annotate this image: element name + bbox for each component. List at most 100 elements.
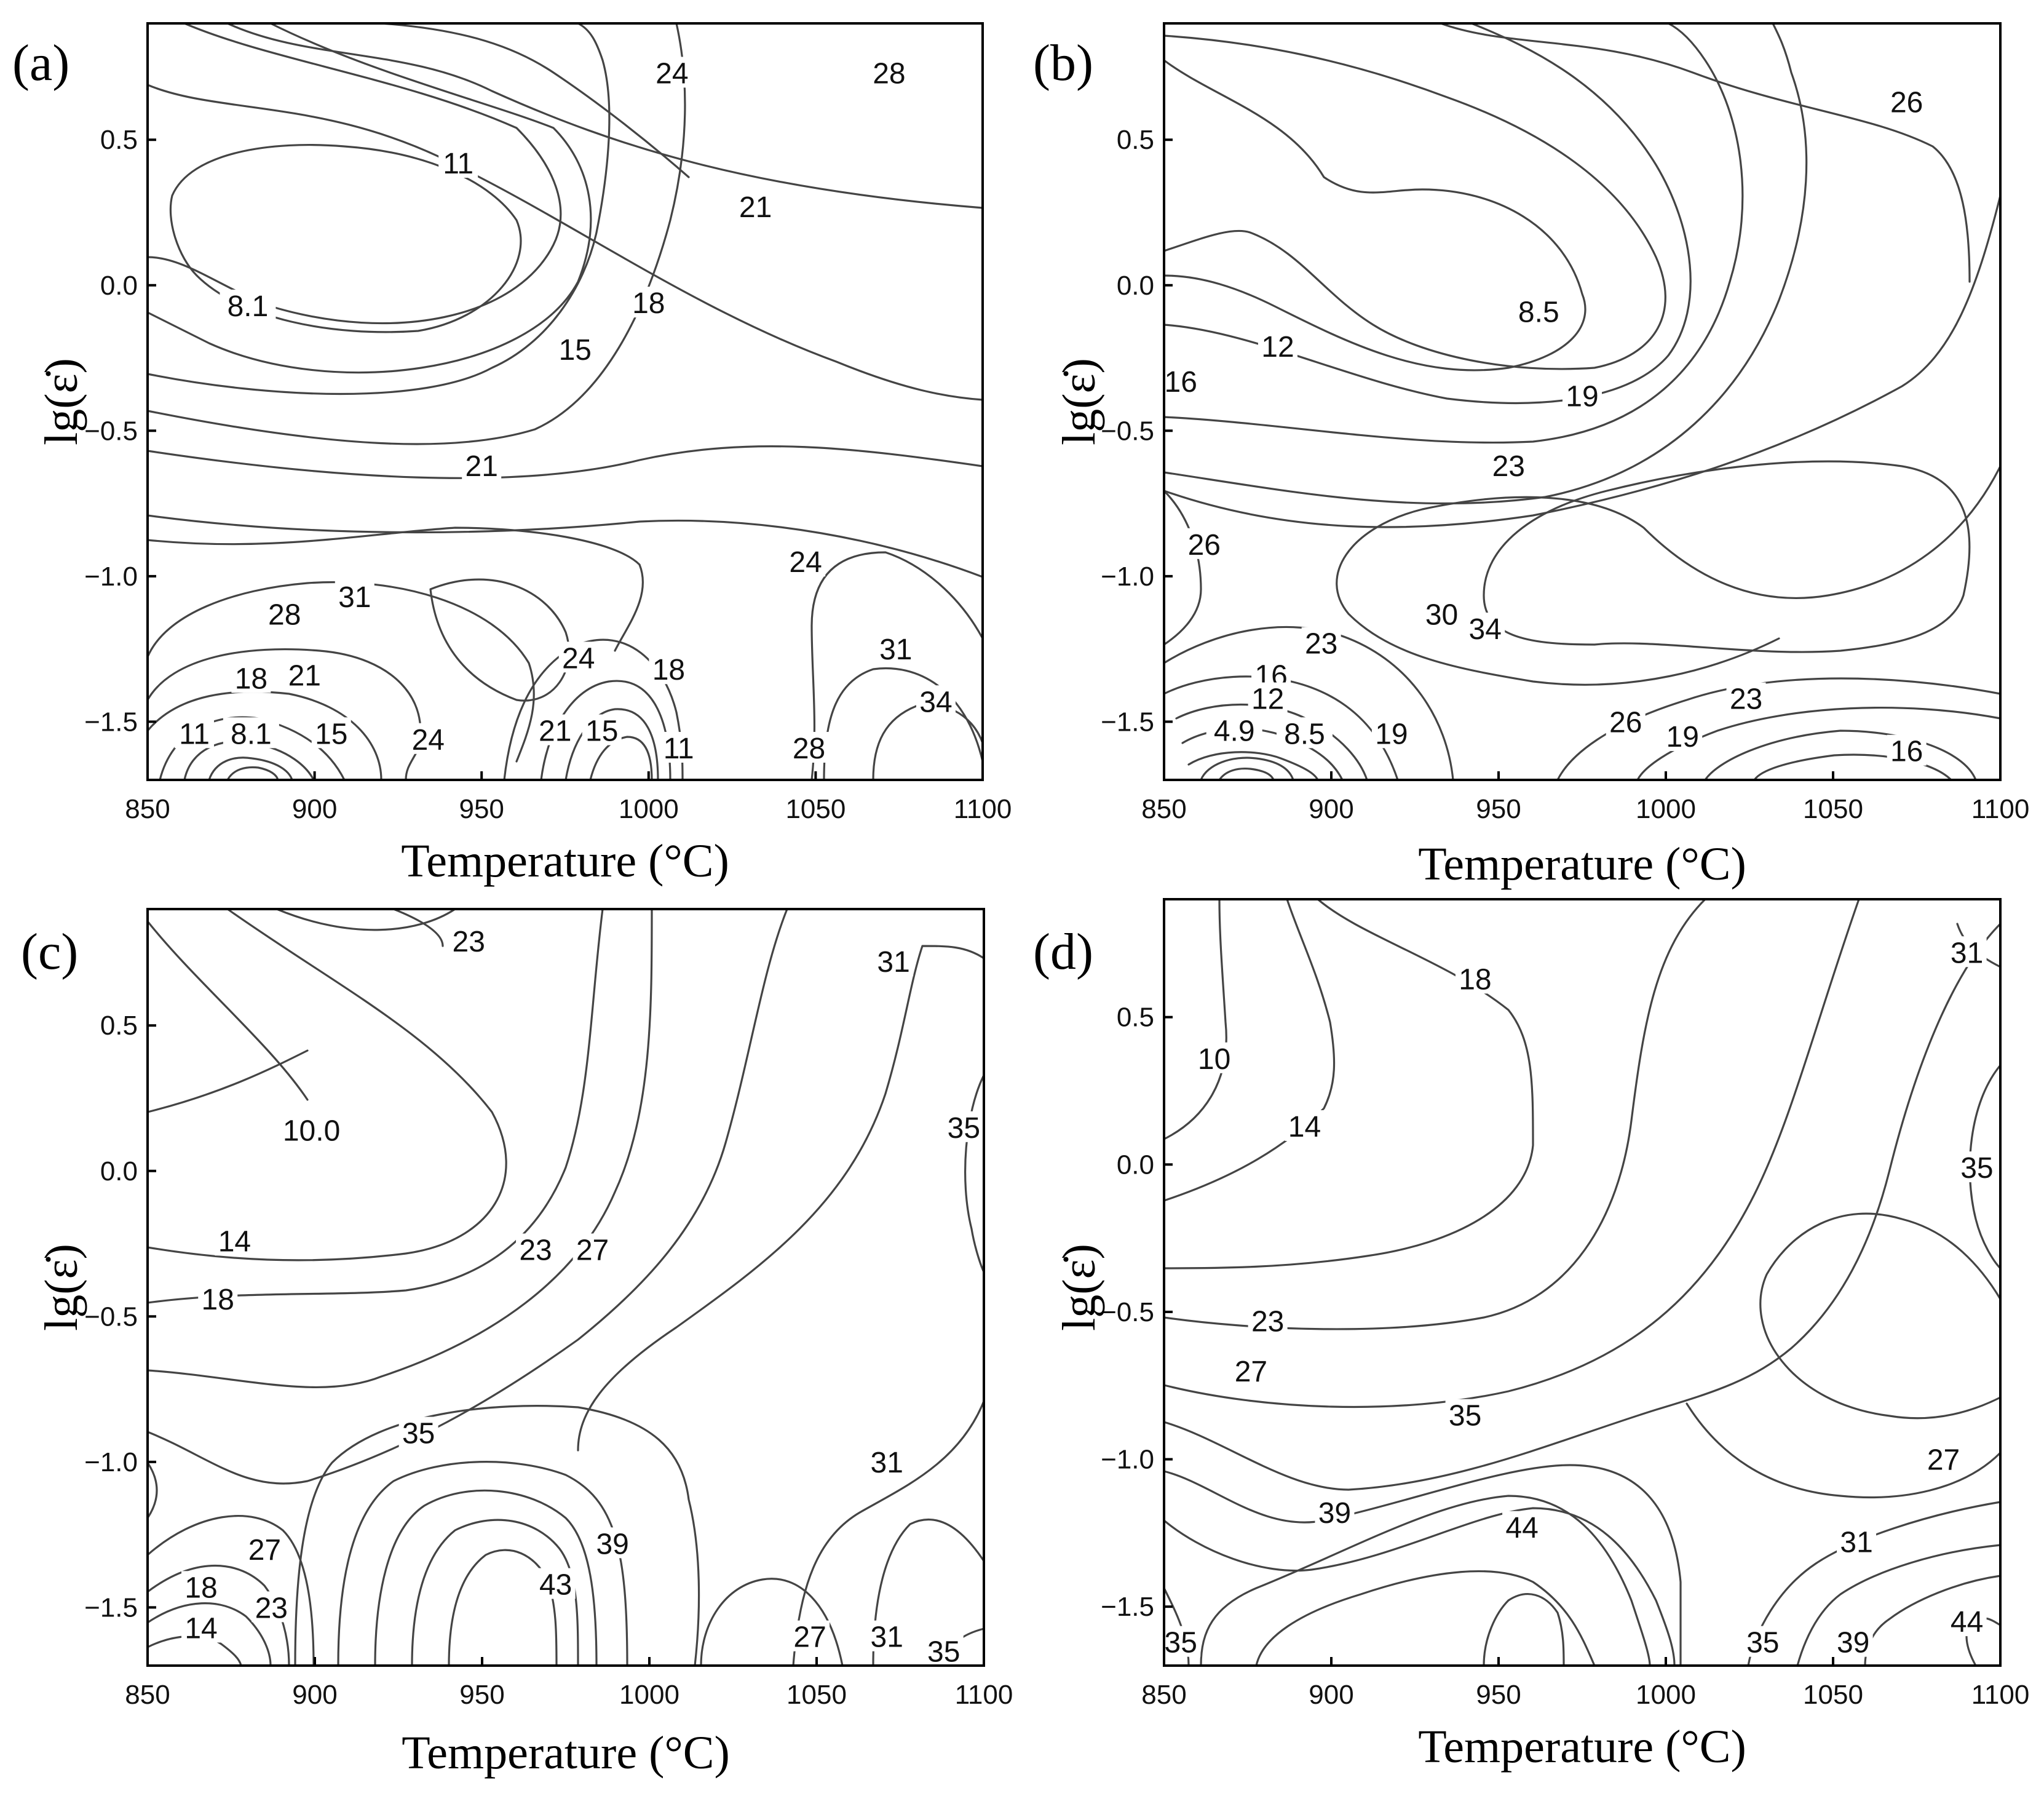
- contour-label: 15: [585, 715, 618, 748]
- y-tick-label: −1.0: [1101, 562, 1154, 592]
- plot-frame: [146, 22, 984, 781]
- contour-label-bg: [652, 57, 692, 88]
- contour-label: 35: [1960, 1152, 1993, 1185]
- contour-label: 31: [879, 634, 912, 666]
- contour-label-bg: [1194, 1042, 1234, 1073]
- y-tick-label: −1.0: [84, 1447, 138, 1477]
- plot-frame: [1163, 22, 2002, 781]
- contour-line: [1336, 465, 2002, 686]
- contour-line: [1163, 898, 1336, 1202]
- contour-line: [337, 1461, 628, 1667]
- y-tick-label: 0.0: [1117, 1150, 1154, 1180]
- contour-label: 10: [1198, 1043, 1230, 1076]
- contour-label-bg: [1206, 714, 1262, 745]
- contour-label-bg: [1833, 1626, 1873, 1657]
- contour-label: 39: [1318, 1497, 1351, 1530]
- y-tick-label: −0.5: [84, 416, 138, 446]
- x-tick-label: 1000: [619, 794, 679, 824]
- contour-label: 31: [1951, 937, 1983, 969]
- contour-label-bg: [181, 1571, 221, 1602]
- contour-label-bg: [867, 1620, 907, 1651]
- contour-line: [1163, 22, 1744, 444]
- contour-label-bg: [876, 633, 916, 664]
- contour-label: 26: [1609, 706, 1642, 739]
- contour-label-bg: [231, 662, 271, 693]
- y-tick-label: 0.0: [100, 271, 138, 301]
- contour-label-bg: [659, 731, 699, 763]
- x-axis-title: Temperature (°C): [402, 1727, 730, 1779]
- contour-label: 23: [1251, 1305, 1284, 1338]
- y-axis-title: lg(ε̇): [36, 1244, 87, 1331]
- contour-label-bg: [1606, 705, 1646, 737]
- x-tick-label: 1100: [1971, 1680, 2030, 1710]
- contour-label: 15: [559, 334, 592, 367]
- contour-label-bg: [245, 1533, 285, 1564]
- contour-line: [146, 22, 686, 445]
- contour-lines: [146, 22, 984, 781]
- contour-line: [1968, 1064, 2002, 1270]
- contour-line: [146, 22, 592, 374]
- contour-label: 31: [877, 946, 909, 979]
- contour-label: 24: [656, 57, 688, 90]
- y-tick-label: 0.5: [100, 1011, 138, 1041]
- plot-frame: [146, 908, 985, 1667]
- contour-label: 18: [652, 654, 685, 686]
- contour-line: [1483, 1593, 1565, 1667]
- contour-label-bg: [1957, 1151, 1997, 1183]
- contour-line: [792, 1400, 985, 1667]
- x-tick-label: 1050: [785, 794, 846, 824]
- contour-line: [872, 1518, 985, 1667]
- x-axis-title: Temperature (°C): [1418, 838, 1746, 890]
- x-tick-label: 950: [459, 794, 504, 824]
- contour-line: [392, 908, 444, 947]
- contour-line: [964, 1074, 985, 1273]
- contour-label: 23: [519, 1234, 552, 1267]
- contour-line: [146, 1515, 315, 1667]
- contour-line: [1163, 898, 1534, 1270]
- contour-line: [589, 736, 653, 781]
- contour-label: 44: [1951, 1606, 1983, 1639]
- panel-letter: (c): [21, 923, 78, 980]
- y-tick-label: −0.5: [1101, 1297, 1154, 1327]
- contour-label: 18: [235, 662, 267, 695]
- contour-line: [146, 1461, 158, 1519]
- contour-line: [146, 908, 788, 1485]
- x-tick-label: 900: [1309, 794, 1353, 824]
- contour-line: [146, 908, 507, 1262]
- contour-label-bg: [1887, 85, 1927, 117]
- contour-label-bg: [449, 925, 489, 956]
- contour-line: [146, 908, 604, 1304]
- contour-label: 21: [465, 450, 498, 483]
- contour-line: [1163, 34, 1666, 370]
- contour-label-bg: [1371, 717, 1411, 749]
- x-tick-label: 850: [1141, 1680, 1186, 1710]
- axis-ticks: 850 900 950 1000 1050 1100 0.5 0.0 −0.5 −1.0 −1.5: [1101, 125, 2029, 824]
- contour-line: [226, 766, 279, 781]
- x-tick-label: 1000: [1636, 1680, 1696, 1710]
- contour-label: 11: [179, 718, 210, 750]
- y-tick-label: 0.0: [100, 1156, 138, 1186]
- y-tick-label: −1.5: [84, 707, 138, 737]
- contour-line: [429, 578, 570, 702]
- contour-label-bg: [198, 1282, 238, 1314]
- contour-line: [1759, 1212, 2002, 1420]
- y-tick-label: −1.5: [1101, 707, 1154, 737]
- panel-letter: (a): [12, 34, 69, 92]
- contour-label-bg: [1276, 717, 1333, 749]
- contour-label-bg: [869, 57, 909, 88]
- contour-line: [1200, 757, 1294, 781]
- contour-label-bg: [516, 1233, 556, 1265]
- contour-label: 23: [1305, 628, 1337, 661]
- contour-label-bg: [1258, 330, 1297, 362]
- contour-label: 21: [288, 660, 321, 693]
- contour-label: 27: [248, 1534, 281, 1567]
- contour-line: [700, 1578, 844, 1667]
- contour-label: 14: [184, 1613, 217, 1645]
- y-tick-label: −1.0: [84, 562, 138, 592]
- contour-label-bg: [1315, 1496, 1355, 1527]
- contour-label: 14: [218, 1225, 251, 1258]
- contour-label-bg: [1510, 295, 1567, 327]
- x-tick-label: 850: [125, 794, 170, 824]
- contour-label: 39: [596, 1528, 628, 1560]
